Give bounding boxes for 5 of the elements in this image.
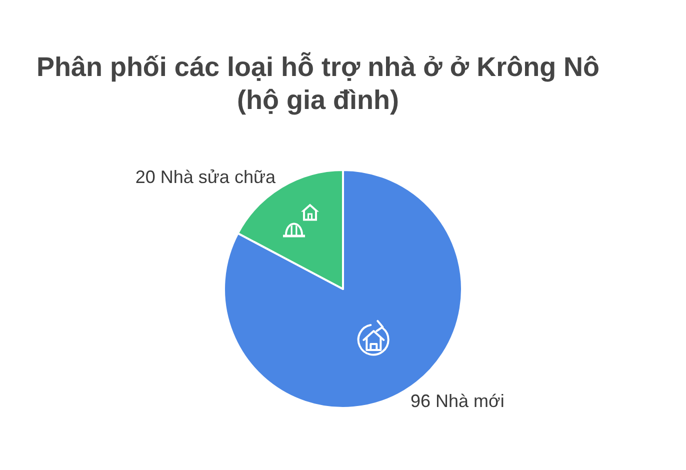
slice-label: Nhà sửa chữa <box>160 166 276 187</box>
data-label: 96 <box>410 391 431 412</box>
slice-label: Nhà mới <box>436 391 504 412</box>
chart-title: Phân phối các loại hỗ trợ nhà ở ở Krông Nô (hộ gia đình) <box>36 52 600 115</box>
data-label: 20 <box>135 166 156 187</box>
